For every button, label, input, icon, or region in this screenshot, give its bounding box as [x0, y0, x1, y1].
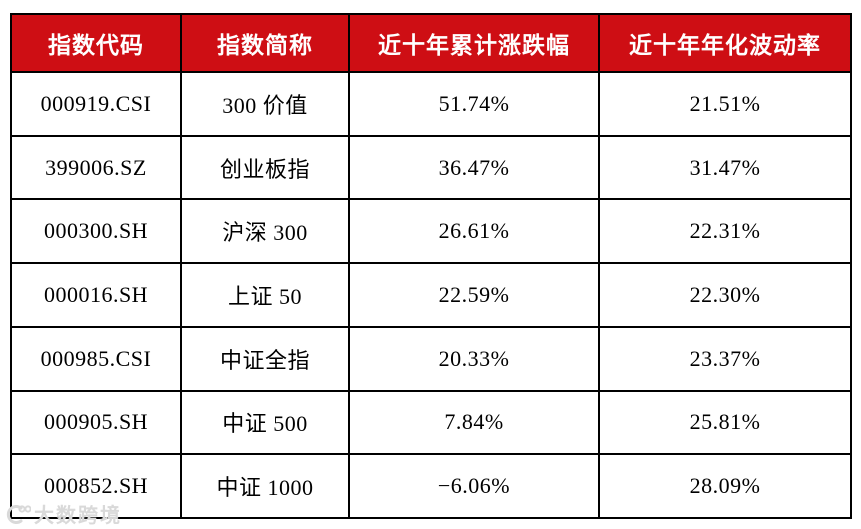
header-cell-annualized-volatility: 近十年年化波动率: [598, 13, 852, 73]
table-row: 000016.SH 上证 50 22.59% 22.30%: [10, 262, 852, 328]
cell-annualized-volatility: 22.31%: [598, 198, 852, 265]
index-table-container: 指数代码 指数简称 近十年累计涨跌幅 近十年年化波动率 000919.CSI 3…: [10, 13, 852, 519]
cell-annualized-volatility: 31.47%: [598, 134, 852, 201]
header-cell-index-code: 指数代码: [10, 13, 182, 73]
table-row: 000985.CSI 中证全指 20.33% 23.37%: [10, 325, 852, 392]
cell-index-code: 000852.SH: [10, 453, 182, 519]
cell-cumulative-change: 26.61%: [348, 198, 600, 265]
cell-index-name: 上证 50: [180, 262, 350, 328]
table-row: 399006.SZ 创业板指 36.47% 31.47%: [10, 134, 852, 201]
table-header-row: 指数代码 指数简称 近十年累计涨跌幅 近十年年化波动率: [10, 13, 852, 73]
cell-index-code: 399006.SZ: [10, 134, 182, 201]
cell-index-code: 000905.SH: [10, 389, 182, 456]
cell-cumulative-change: 7.84%: [348, 389, 600, 456]
cell-index-name: 中证 1000: [180, 453, 350, 519]
cell-index-code: 000985.CSI: [10, 325, 182, 392]
table-row: 000852.SH 中证 1000 −6.06% 28.09%: [10, 453, 852, 519]
cell-annualized-volatility: 23.37%: [598, 325, 852, 392]
cell-index-name: 中证 500: [180, 389, 350, 456]
header-cell-index-name: 指数简称: [180, 13, 350, 73]
cell-cumulative-change: 20.33%: [348, 325, 600, 392]
cell-cumulative-change: −6.06%: [348, 453, 600, 519]
cell-annualized-volatility: 25.81%: [598, 389, 852, 456]
index-table: 指数代码 指数简称 近十年累计涨跌幅 近十年年化波动率 000919.CSI 3…: [10, 13, 852, 519]
cell-index-code: 000300.SH: [10, 198, 182, 265]
table-row: 000300.SH 沪深 300 26.61% 22.31%: [10, 198, 852, 265]
cell-annualized-volatility: 21.51%: [598, 71, 852, 137]
cell-index-code: 000919.CSI: [10, 71, 182, 137]
cell-cumulative-change: 22.59%: [348, 262, 600, 328]
header-cell-cumulative-change: 近十年累计涨跌幅: [348, 13, 600, 73]
cell-annualized-volatility: 22.30%: [598, 262, 852, 328]
cell-index-code: 000016.SH: [10, 262, 182, 328]
cell-cumulative-change: 51.74%: [348, 71, 600, 137]
cell-annualized-volatility: 28.09%: [598, 453, 852, 519]
cell-index-name: 沪深 300: [180, 198, 350, 265]
table-row: 000905.SH 中证 500 7.84% 25.81%: [10, 389, 852, 456]
cell-index-name: 300 价值: [180, 71, 350, 137]
cell-index-name: 创业板指: [180, 134, 350, 201]
table-row: 000919.CSI 300 价值 51.74% 21.51%: [10, 71, 852, 137]
cell-cumulative-change: 36.47%: [348, 134, 600, 201]
cell-index-name: 中证全指: [180, 325, 350, 392]
